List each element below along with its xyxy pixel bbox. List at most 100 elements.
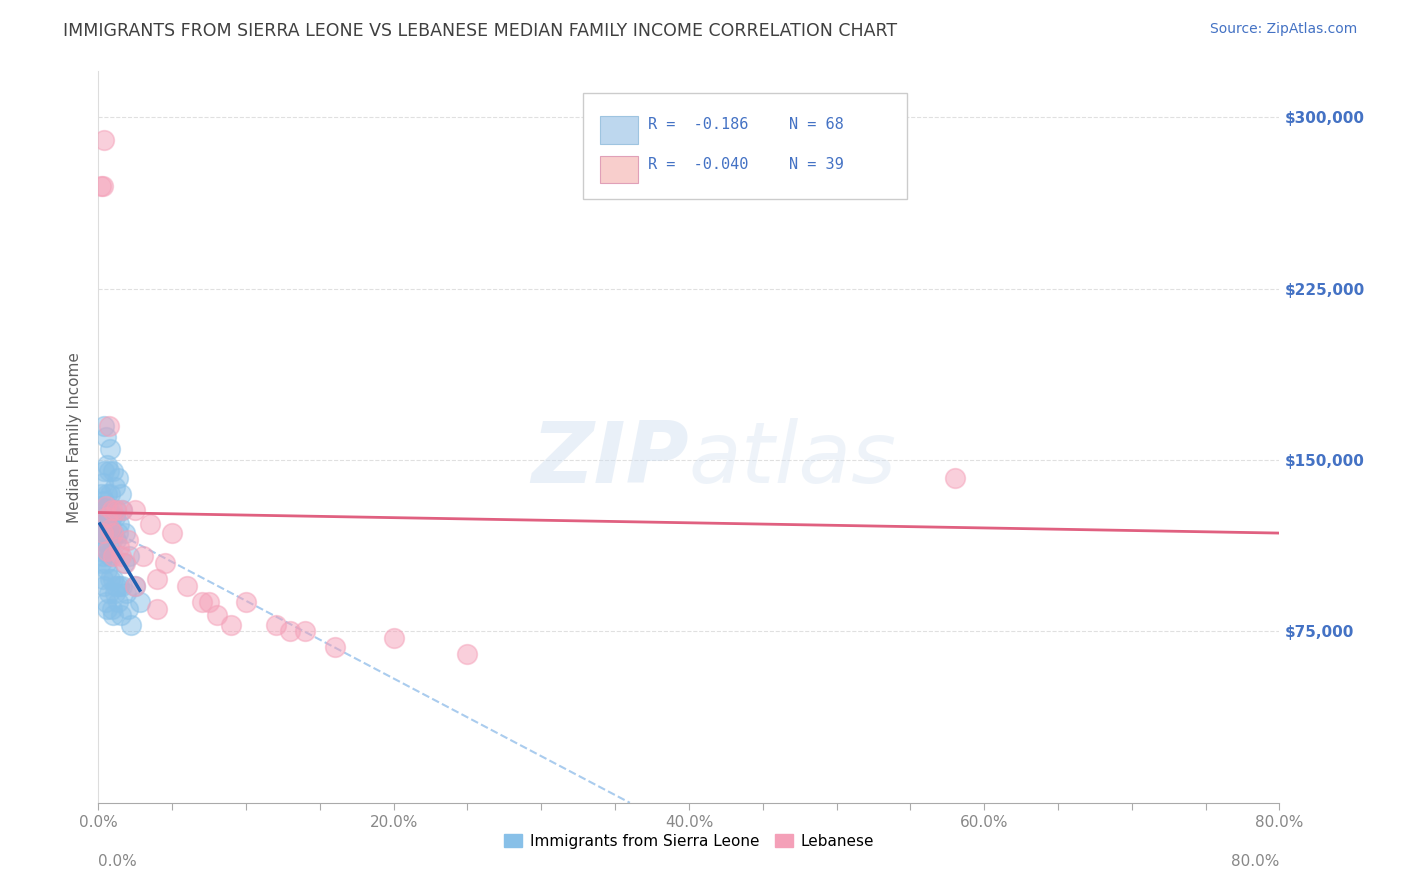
Point bbox=[91, 540, 114, 554]
Point bbox=[103, 572, 125, 586]
Point bbox=[94, 499, 117, 513]
Point bbox=[93, 133, 115, 147]
Point bbox=[89, 499, 111, 513]
Point bbox=[90, 487, 112, 501]
Point bbox=[98, 549, 121, 563]
Text: 80.0%: 80.0% bbox=[1232, 854, 1279, 869]
Point bbox=[91, 503, 114, 517]
Point bbox=[107, 594, 129, 608]
FancyBboxPatch shape bbox=[582, 94, 907, 200]
Point bbox=[96, 563, 118, 577]
Point bbox=[104, 510, 127, 524]
Point bbox=[90, 533, 112, 547]
Point bbox=[100, 510, 122, 524]
Point bbox=[89, 544, 111, 558]
Point bbox=[105, 503, 128, 517]
Text: Source: ZipAtlas.com: Source: ZipAtlas.com bbox=[1209, 22, 1357, 37]
Point bbox=[294, 624, 316, 639]
Point bbox=[90, 526, 112, 541]
Point bbox=[104, 480, 127, 494]
Point bbox=[90, 556, 112, 570]
Point bbox=[114, 526, 136, 541]
Point bbox=[191, 594, 214, 608]
Point bbox=[124, 579, 146, 593]
Point bbox=[104, 585, 127, 599]
Point bbox=[943, 471, 966, 485]
Point bbox=[105, 533, 128, 547]
Point bbox=[90, 178, 112, 193]
FancyBboxPatch shape bbox=[600, 156, 638, 183]
Point bbox=[108, 579, 131, 593]
Point bbox=[107, 471, 129, 485]
Point bbox=[90, 510, 112, 524]
Point bbox=[96, 487, 118, 501]
Point bbox=[96, 510, 118, 524]
Point bbox=[118, 549, 141, 563]
Point bbox=[221, 617, 243, 632]
Point bbox=[98, 487, 121, 501]
Point bbox=[93, 494, 115, 508]
Point bbox=[93, 418, 115, 433]
Point bbox=[115, 585, 138, 599]
Point bbox=[111, 579, 134, 593]
Point bbox=[146, 572, 169, 586]
Point bbox=[235, 594, 257, 608]
Point bbox=[96, 601, 118, 615]
Point bbox=[124, 503, 146, 517]
Point bbox=[91, 549, 114, 563]
Point bbox=[323, 640, 346, 655]
Point bbox=[198, 594, 221, 608]
Point bbox=[100, 533, 122, 547]
Text: N = 68: N = 68 bbox=[789, 117, 844, 132]
Point bbox=[105, 503, 128, 517]
Point bbox=[128, 594, 150, 608]
Point bbox=[132, 549, 155, 563]
Point bbox=[457, 647, 479, 661]
Point bbox=[96, 510, 118, 524]
Text: IMMIGRANTS FROM SIERRA LEONE VS LEBANESE MEDIAN FAMILY INCOME CORRELATION CHART: IMMIGRANTS FROM SIERRA LEONE VS LEBANESE… bbox=[63, 22, 897, 40]
FancyBboxPatch shape bbox=[600, 116, 638, 144]
Point bbox=[146, 601, 169, 615]
Point bbox=[110, 549, 132, 563]
Point bbox=[108, 540, 131, 554]
Point bbox=[103, 549, 125, 563]
Point bbox=[117, 601, 139, 615]
Point bbox=[98, 521, 121, 535]
Point bbox=[124, 579, 146, 593]
Point bbox=[153, 556, 176, 570]
Point bbox=[94, 526, 117, 541]
Point bbox=[111, 503, 134, 517]
Point bbox=[91, 475, 114, 490]
Point bbox=[382, 632, 405, 646]
Point bbox=[94, 503, 117, 517]
Point bbox=[93, 464, 115, 478]
Point bbox=[139, 516, 162, 531]
Text: N = 39: N = 39 bbox=[789, 157, 844, 172]
Point bbox=[108, 516, 131, 531]
Point bbox=[98, 516, 121, 531]
Legend: Immigrants from Sierra Leone, Lebanese: Immigrants from Sierra Leone, Lebanese bbox=[498, 828, 880, 855]
Point bbox=[91, 516, 114, 531]
Text: atlas: atlas bbox=[689, 417, 897, 500]
Point bbox=[103, 464, 125, 478]
Text: 0.0%: 0.0% bbox=[98, 854, 138, 869]
Point bbox=[105, 579, 128, 593]
Point bbox=[93, 579, 115, 593]
Point bbox=[103, 608, 125, 623]
Point bbox=[91, 526, 114, 541]
Point bbox=[280, 624, 302, 639]
Point bbox=[97, 540, 120, 554]
Point bbox=[96, 544, 118, 558]
Point bbox=[91, 572, 114, 586]
Point bbox=[120, 617, 142, 632]
Point bbox=[103, 526, 125, 541]
Point bbox=[100, 503, 122, 517]
Text: R =  -0.186: R = -0.186 bbox=[648, 117, 748, 132]
Point bbox=[89, 521, 111, 535]
Point bbox=[107, 526, 129, 541]
Point bbox=[110, 608, 132, 623]
Point bbox=[117, 533, 139, 547]
Point bbox=[264, 617, 287, 632]
Point bbox=[97, 464, 120, 478]
Point bbox=[100, 601, 122, 615]
